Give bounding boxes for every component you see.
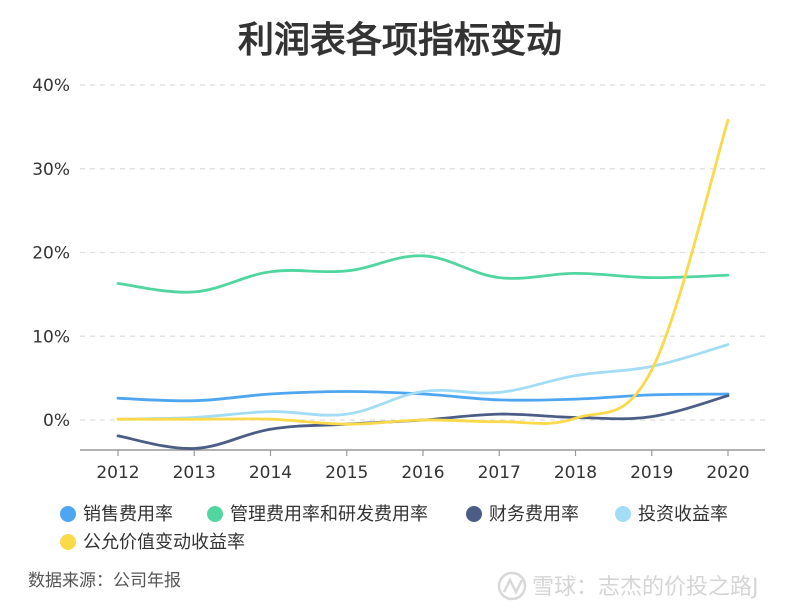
series-line-5 — [116, 118, 730, 426]
x-tick-label: 2017 — [478, 463, 521, 483]
chart-title: 利润表各项指标变动 — [238, 19, 562, 61]
series-group — [116, 118, 730, 450]
y-axis: 0% 10% 20% 30% 40% — [32, 76, 70, 431]
grid — [80, 84, 765, 421]
source-note: 数据来源：公司年报 — [28, 571, 181, 591]
legend-swatch — [615, 506, 631, 522]
x-tick-label: 2018 — [554, 463, 597, 483]
y-tick-label: 20% — [32, 244, 70, 264]
y-tick-label: 40% — [32, 76, 70, 96]
legend-label: 投资收益率 — [638, 504, 728, 525]
legend-label: 销售费用率 — [83, 504, 173, 525]
legend-label: 公允价值变动收益率 — [83, 532, 245, 553]
x-tick-label: 2014 — [249, 463, 292, 483]
series-line-1 — [116, 390, 730, 403]
x-tick-label: 2013 — [173, 463, 216, 483]
watermark-logo-icon — [497, 571, 527, 601]
x-tick-label: 2016 — [401, 463, 444, 483]
watermark: 雪球：志杰的价投之路J — [497, 571, 759, 601]
series-line-3 — [116, 394, 730, 450]
legend-swatch — [466, 506, 482, 522]
legend-swatch — [207, 506, 223, 522]
x-tick-label: 2012 — [96, 463, 139, 483]
y-tick-label: 0% — [43, 411, 70, 431]
legend-swatch — [60, 506, 76, 522]
y-tick-label: 30% — [32, 160, 70, 180]
legend-label: 财务费用率 — [489, 504, 579, 525]
x-tick-label: 2015 — [325, 463, 368, 483]
legend-swatch — [60, 534, 76, 550]
series-line-4 — [116, 343, 730, 421]
series-line-2 — [116, 254, 730, 294]
x-axis: 2012 2013 2014 2015 2016 2017 2018 2019 2020 — [96, 450, 750, 483]
legend-label: 管理费用率和研发费用率 — [230, 504, 428, 525]
watermark-text: 雪球：志杰的价投之路J — [532, 575, 759, 600]
x-tick-label: 2019 — [630, 463, 673, 483]
y-tick-label: 10% — [32, 327, 70, 347]
x-tick-label: 2020 — [706, 463, 749, 483]
